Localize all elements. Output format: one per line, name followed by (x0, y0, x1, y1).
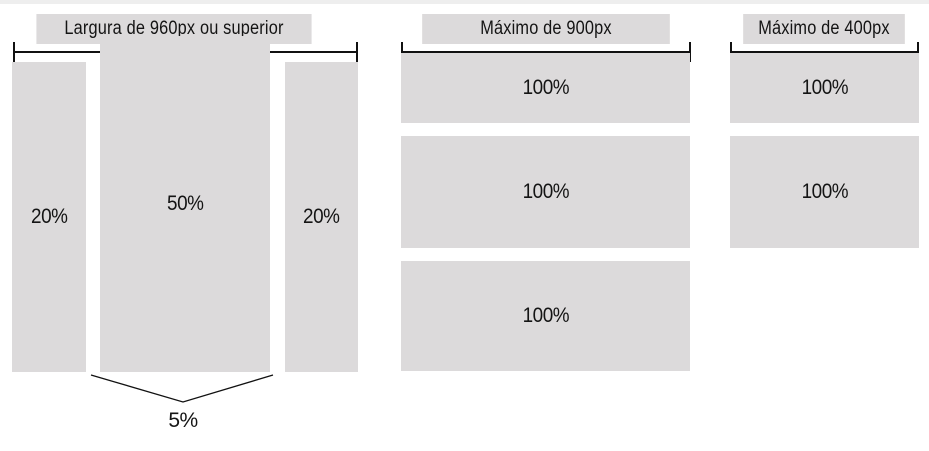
label-900-row-3: 100% (522, 304, 569, 327)
row-900-3: 100% (401, 261, 690, 371)
row-900-1: 100% (401, 53, 690, 123)
row-900-2: 100% (401, 136, 690, 248)
dimension-tick-left-960 (13, 42, 15, 62)
dimension-tick-right-900 (689, 42, 691, 62)
label-20-right: 20% (303, 205, 340, 228)
title-900: Máximo de 900px (422, 14, 670, 44)
label-50-center: 50% (166, 192, 204, 215)
gap-label: 5% (168, 409, 198, 432)
label-900-row-2: 100% (522, 180, 569, 203)
column-50-center: 50% (100, 36, 270, 372)
label-400-row-2: 100% (801, 180, 848, 203)
column-20-left: 20% (12, 62, 86, 372)
label-900-row-1: 100% (522, 76, 569, 99)
top-border (0, 0, 929, 4)
title-400: Máximo de 400px (743, 14, 905, 44)
dimension-line-400 (731, 51, 919, 53)
dimension-line-900 (402, 51, 691, 53)
row-400-1: 100% (730, 53, 919, 123)
label-20-left: 20% (30, 205, 68, 228)
label-400-row-1: 100% (801, 76, 848, 99)
column-20-right: 20% (285, 62, 358, 372)
row-400-2: 100% (730, 136, 919, 248)
dimension-tick-right-400 (917, 42, 919, 62)
dimension-tick-left-400 (730, 42, 732, 62)
dimension-tick-right-960 (356, 42, 358, 62)
dimension-tick-left-900 (401, 42, 403, 62)
